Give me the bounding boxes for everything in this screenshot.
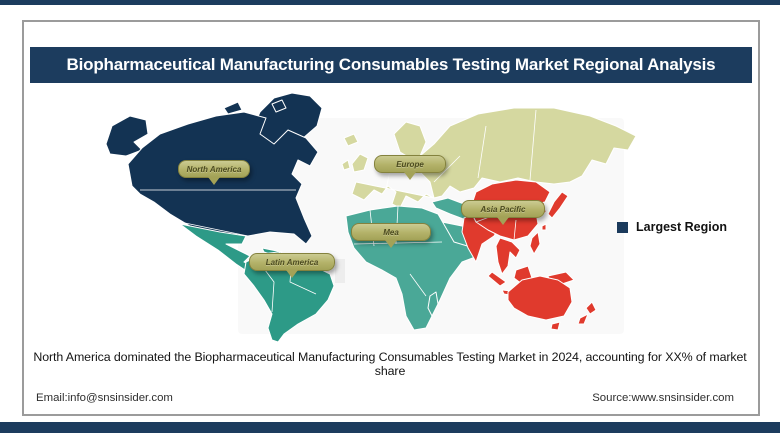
iceland-shape [343,133,359,147]
legend-swatch-icon [617,221,628,233]
callout-mea-label: Mea [383,227,399,237]
legend-label: Largest Region [636,220,727,234]
madagascar-shape [427,291,439,317]
callout-latin-america: Latin America [249,253,335,278]
philippines-shape [529,223,547,255]
callout-north-america-label: North America [186,164,242,174]
callout-asia-pacific-label: Asia Pacific [480,204,526,214]
japan-shape [547,191,569,219]
top-accent-bar [0,0,780,5]
arctic-islands-shape [223,99,287,115]
callout-europe: Europe [374,155,446,180]
north-america-borders [140,189,296,237]
summary-statement: North America dominated the Biopharmaceu… [33,350,747,378]
region-latin-america [179,223,335,343]
footer-source: Source:www.snsinsider.com [592,392,734,404]
callout-europe-label: Europe [396,159,424,169]
bottom-accent-bar [0,422,780,433]
tasmania-shape [550,321,561,331]
callout-latin-america-label: Latin America [265,257,319,267]
alaska-shape [105,115,149,157]
callout-mea: Mea [351,223,431,248]
europe-borders [385,109,537,191]
title-bar: Biopharmaceutical Manufacturing Consumab… [30,47,752,83]
world-map [105,92,637,343]
australia-shape [507,275,573,321]
british-isles-shape [341,153,369,173]
region-asia-pacific [461,179,597,331]
footer-email: Email:info@snsinsider.com [36,392,173,404]
new-zealand-shape [577,301,597,325]
region-mea [345,197,481,331]
region-north-america [105,92,323,245]
southeast-asia-shape [495,237,521,275]
legend: Largest Region [617,220,727,234]
callout-asia-pacific: Asia Pacific [461,200,545,225]
callout-north-america: North America [178,160,250,185]
page-title: Biopharmaceutical Manufacturing Consumab… [66,55,716,74]
canada-usa-shape [127,111,319,245]
